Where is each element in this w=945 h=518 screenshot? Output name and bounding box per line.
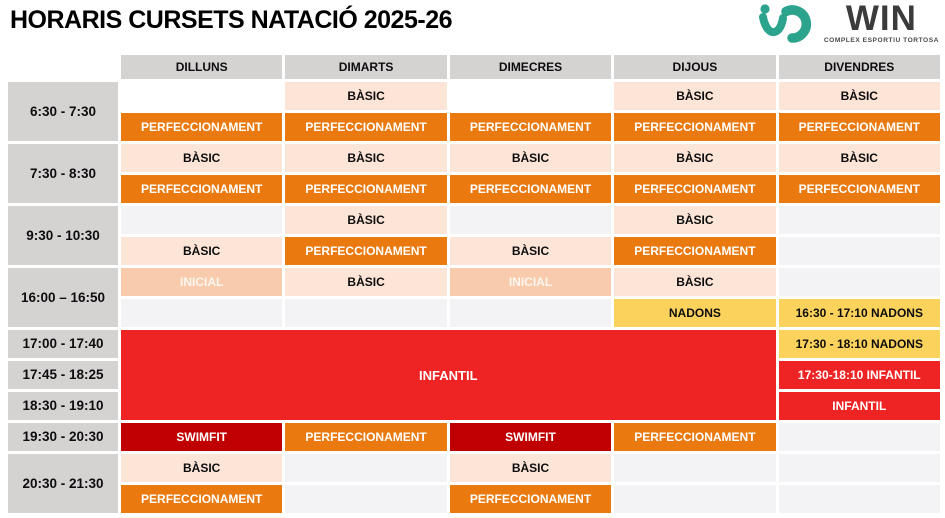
cell-divendres-0-0: BÀSIC: [778, 82, 940, 110]
cell-infantil-merged: INFANTIL: [121, 330, 776, 420]
cell-dimarts-5-0: PERFECCIONAMENT: [285, 423, 447, 451]
cell-dimecres-1-0: BÀSIC: [449, 144, 612, 172]
cell-dilluns-3-1: [121, 299, 283, 327]
time-cell-3: 16:00 – 16:50: [8, 268, 118, 327]
time-cell-6: 20:30 - 21:30: [8, 454, 118, 513]
cell-dimarts-6-1: [285, 485, 447, 513]
cell-dimecres-2-1: BÀSIC: [449, 237, 612, 265]
cell-dilluns-1-0: BÀSIC: [121, 144, 283, 172]
day-header-dijous: DIJOUS: [614, 55, 776, 79]
cell-divendres-6-1: [778, 485, 940, 513]
cell-dilluns-1-1: PERFECCIONAMENT: [121, 175, 283, 203]
cell-divendres-1-0: BÀSIC: [778, 144, 940, 172]
cell-dimarts-2-1: PERFECCIONAMENT: [285, 237, 447, 265]
time-cell-4-1: 17:45 - 18:25: [8, 361, 118, 389]
time-cell-0: 6:30 - 7:30: [8, 82, 118, 141]
cell-divendres-4-2: INFANTIL: [778, 392, 940, 420]
cell-dijous-0-0: BÀSIC: [614, 82, 776, 110]
cell-dijous-3-1: NADONS: [614, 299, 776, 327]
cell-divendres-4-1: 17:30-18:10 INFANTIL: [778, 361, 940, 389]
cell-dijous-6-0: [614, 454, 776, 482]
win-logo: WIN COMPLEX ESPORTIU TORTOSA: [758, 0, 939, 46]
cell-dijous-1-0: BÀSIC: [614, 144, 776, 172]
cell-dilluns-0-0: [121, 82, 282, 110]
cell-divendres-0-1: PERFECCIONAMENT: [778, 113, 940, 141]
cell-dijous-0-1: PERFECCIONAMENT: [614, 113, 776, 141]
cell-dimecres-1-1: PERFECCIONAMENT: [449, 175, 612, 203]
cell-dijous-1-1: PERFECCIONAMENT: [614, 175, 776, 203]
cell-dimarts-1-1: PERFECCIONAMENT: [285, 175, 447, 203]
cell-dilluns-2-1: BÀSIC: [121, 237, 283, 265]
cell-divendres-5-0: [778, 423, 940, 451]
day-header-divendres: DIVENDRES: [778, 55, 940, 79]
corner-spacer: [8, 55, 118, 79]
cell-dimarts-3-1: [285, 299, 447, 327]
cell-dimarts-0-0: BÀSIC: [285, 82, 447, 110]
day-header-dimecres: DIMECRES: [449, 55, 612, 79]
schedule-grid: DILLUNS DIMARTS DIMECRES DIJOUS DIVENDRES 6:3…: [8, 55, 940, 513]
cell-dijous-3-0: BÀSIC: [614, 268, 776, 296]
win-logo-swirl-icon: [758, 4, 811, 43]
cell-dimecres-6-0: BÀSIC: [449, 454, 612, 482]
cell-dimecres-0-1: PERFECCIONAMENT: [449, 113, 612, 141]
cell-dimecres-6-1: PERFECCIONAMENT: [449, 485, 612, 513]
cell-dimarts-1-0: BÀSIC: [285, 144, 447, 172]
time-cell-2: 9:30 - 10:30: [8, 206, 118, 265]
cell-dimecres-3-1: [449, 299, 612, 327]
cell-dimarts-2-0: BÀSIC: [285, 206, 447, 234]
cell-dimecres-2-0: [449, 206, 612, 234]
cell-dilluns-2-0: [121, 206, 283, 234]
win-logo-textwrap: WIN COMPLEX ESPORTIU TORTOSA: [823, 0, 939, 44]
time-cell-1: 7:30 - 8:30: [8, 144, 118, 203]
cell-divendres-1-1: PERFECCIONAMENT: [778, 175, 940, 203]
day-header-dilluns: DILLUNS: [121, 55, 283, 79]
cell-dimecres-5-0: SWIMFIT: [449, 423, 612, 451]
cell-dijous-2-0: BÀSIC: [614, 206, 776, 234]
cell-dimarts-6-0: [285, 454, 447, 482]
cell-dimarts-3-0: BÀSIC: [285, 268, 447, 296]
time-cell-4-0: 17:00 - 17:40: [8, 330, 118, 358]
cell-dijous-6-1: [614, 485, 776, 513]
cell-dijous-5-0: PERFECCIONAMENT: [614, 423, 776, 451]
cell-dilluns-3-0: INICIAL: [121, 268, 283, 296]
cell-dilluns-0-1: PERFECCIONAMENT: [121, 113, 283, 141]
cell-dilluns-6-0: BÀSIC: [121, 454, 283, 482]
cell-divendres-2-0: [778, 206, 940, 234]
time-cell-5: 19:30 - 20:30: [8, 423, 118, 451]
cell-dilluns-6-1: PERFECCIONAMENT: [121, 485, 283, 513]
cell-dijous-2-1: PERFECCIONAMENT: [614, 237, 776, 265]
cell-dimecres-0-0: [450, 82, 611, 110]
cell-dimecres-3-0: INICIAL: [449, 268, 612, 296]
cell-divendres-2-1: [778, 237, 940, 265]
time-cell-4-2: 18:30 - 19:10: [8, 392, 118, 420]
cell-divendres-6-0: [778, 454, 940, 482]
day-header-dimarts: DIMARTS: [285, 55, 447, 79]
cell-divendres-3-0: [778, 268, 940, 296]
cell-dilluns-5-0: SWIMFIT: [121, 423, 283, 451]
cell-dimarts-0-1: PERFECCIONAMENT: [285, 113, 447, 141]
win-logo-text: WIN: [845, 0, 917, 38]
cell-divendres-4-0: 17:30 - 18:10 NADONS: [778, 330, 940, 358]
page-header: HORARIS CURSETS NATACIÓ 2025-26 WIN COMP…: [0, 0, 945, 52]
cell-divendres-3-1: 16:30 - 17:10 NADONS: [778, 299, 940, 327]
page-title: HORARIS CURSETS NATACIÓ 2025-26: [10, 6, 453, 34]
win-logo-subtitle: COMPLEX ESPORTIU TORTOSA: [823, 36, 939, 44]
